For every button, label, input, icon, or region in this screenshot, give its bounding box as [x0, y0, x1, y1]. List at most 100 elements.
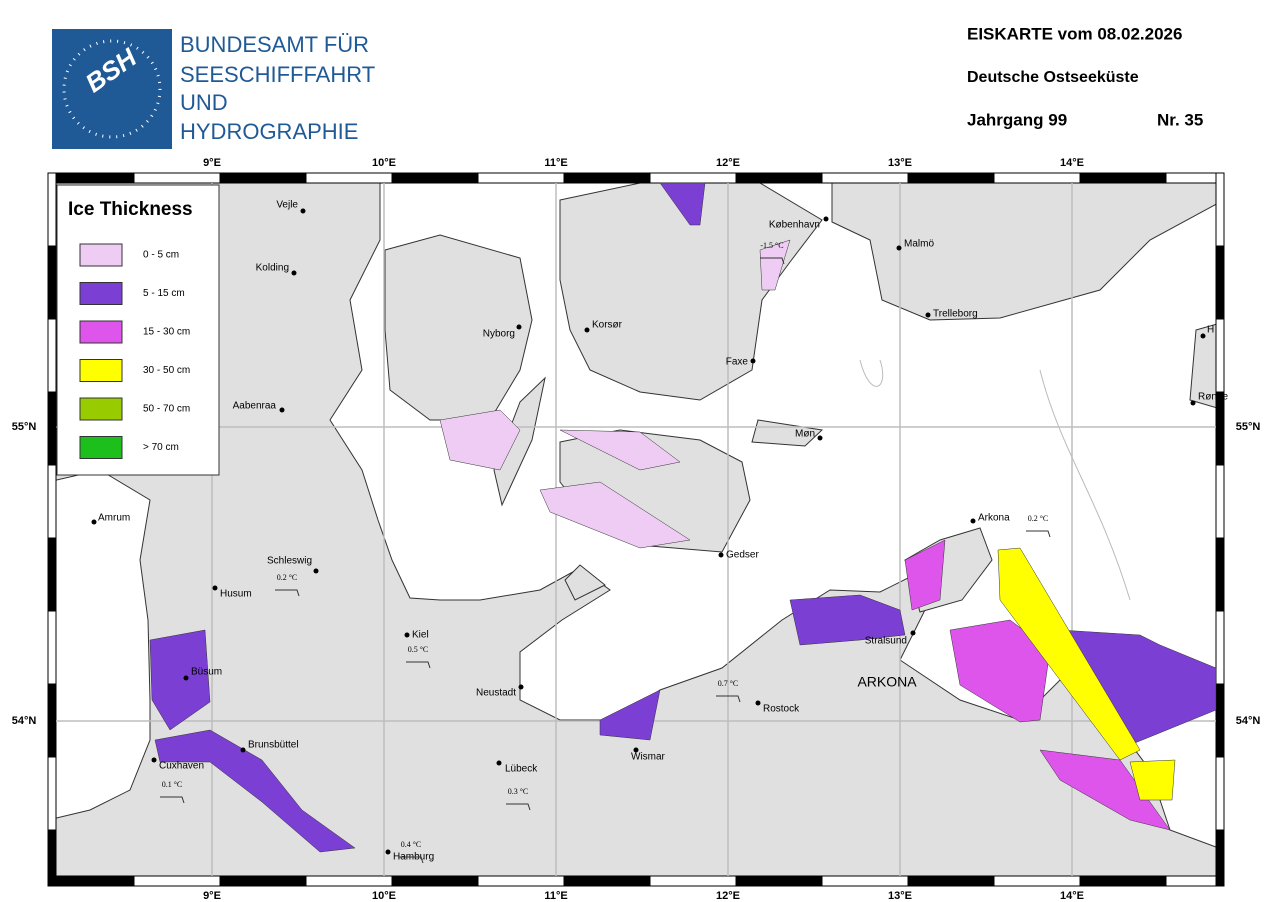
lat-label: 55°N — [1236, 421, 1261, 433]
volume: Jahrgang 99 — [967, 110, 1067, 129]
place-dot — [516, 324, 522, 330]
place-label: Lübeck — [505, 764, 538, 775]
temperature-label: 0.2 °C — [277, 573, 298, 582]
ice-areas — [149, 182, 1217, 853]
frame-bar — [1215, 683, 1225, 758]
lon-label: 13°E — [888, 157, 912, 169]
place-dot — [151, 757, 157, 763]
ice-area — [599, 689, 661, 741]
place-dot — [183, 675, 189, 681]
frame-bar — [477, 172, 565, 184]
frame-bar — [1079, 875, 1167, 887]
wind-symbol — [760, 257, 785, 265]
lon-label: 9°E — [203, 157, 221, 169]
place-dot — [291, 270, 297, 276]
ice-area — [904, 539, 946, 611]
legend-swatch — [79, 320, 123, 344]
place-label: Rostock — [763, 704, 800, 715]
frame-bar — [735, 172, 823, 184]
frame-bar — [47, 245, 57, 320]
place-label: Faxe — [726, 357, 749, 368]
place-label: Rønne — [1198, 392, 1228, 403]
wind-symbol — [160, 796, 185, 804]
place-label: Wismar — [631, 752, 666, 763]
map-labels: Vejle Kolding Nyborg Korsør København Malmö Tr… — [91, 200, 1228, 864]
place-label: Neustadt — [476, 688, 516, 699]
lon-label: 12°E — [716, 890, 740, 902]
frame-bar — [47, 756, 57, 831]
temperature-label: 0.1 °C — [162, 780, 183, 789]
logo-ring — [62, 39, 162, 139]
place-dot — [518, 684, 524, 690]
legend-label: 0 - 5 cm — [143, 250, 179, 261]
lon-label: 12°E — [716, 157, 740, 169]
frame-bar — [477, 875, 565, 887]
frame-bar — [219, 172, 307, 184]
place-label: Nyborg — [483, 329, 515, 340]
ice-area — [997, 547, 1141, 761]
ice-area — [559, 429, 681, 471]
org-line: SEESCHIFFFAHRT — [180, 62, 375, 87]
land — [564, 564, 606, 601]
frame-bar — [47, 464, 57, 539]
frame-bar — [1215, 464, 1225, 539]
frame-bar — [1165, 172, 1225, 184]
place-dot — [279, 407, 285, 413]
ice-area — [1129, 759, 1176, 801]
place-dot — [910, 630, 916, 636]
frame-bar — [133, 875, 221, 887]
frame-bar — [305, 875, 393, 887]
frame-bar — [391, 172, 479, 184]
legend-swatch — [79, 397, 123, 421]
legend-swatch — [79, 359, 123, 382]
place-dot — [584, 327, 590, 333]
ice-area — [539, 481, 691, 549]
frame-bar — [735, 875, 823, 887]
lon-label: 9°E — [203, 890, 221, 902]
place-label: Büsum — [191, 667, 222, 678]
wind-symbol — [406, 661, 431, 669]
place-dot — [896, 245, 902, 251]
place-dot — [404, 632, 410, 638]
frame-bar — [907, 172, 995, 184]
frame-bar — [1215, 318, 1225, 393]
ice-area — [1039, 749, 1171, 831]
org-line: HYDROGRAPHIE — [180, 119, 358, 144]
frame-bar — [47, 318, 57, 393]
title: EISKARTE vom 08.02.2026 — [967, 24, 1182, 43]
ice-area — [949, 619, 1051, 723]
wind-symbol — [1026, 530, 1051, 538]
frame-bar — [391, 875, 479, 887]
number: Nr. 35 — [1157, 110, 1203, 129]
place-dot — [633, 747, 639, 753]
frame-bar — [1215, 537, 1225, 612]
wind-symbol — [716, 695, 741, 703]
frame-bar — [1215, 610, 1225, 685]
place-dot — [750, 358, 756, 364]
wind-symbol — [506, 803, 531, 811]
place-label: Trelleborg — [933, 309, 978, 320]
legend-label: 30 - 50 cm — [143, 365, 190, 376]
land — [47, 172, 1225, 887]
place-label: Arkona — [978, 513, 1010, 524]
frame-bar — [47, 875, 135, 887]
org-line: UND — [180, 90, 228, 115]
frame-bar — [563, 875, 651, 887]
legend-label: 5 - 15 cm — [143, 288, 185, 299]
ice-area — [759, 239, 791, 291]
depth-contour — [859, 359, 1131, 601]
temperature-label: 0.2 °C — [1028, 514, 1049, 523]
place-dot — [817, 435, 823, 441]
frame-bar — [47, 172, 57, 247]
ice-area — [789, 594, 906, 646]
place-label: Amrum — [98, 513, 130, 524]
place-dot — [496, 760, 502, 766]
lat-label: 54°N — [1236, 715, 1261, 727]
place-label: Møn — [795, 429, 815, 440]
legend-title: Ice Thickness — [68, 199, 193, 220]
frame-bar — [219, 875, 307, 887]
place-label: Cuxhaven — [159, 761, 204, 772]
wind-symbol — [399, 856, 424, 864]
lon-label: 13°E — [888, 890, 912, 902]
place-label: Vejle — [276, 200, 298, 211]
